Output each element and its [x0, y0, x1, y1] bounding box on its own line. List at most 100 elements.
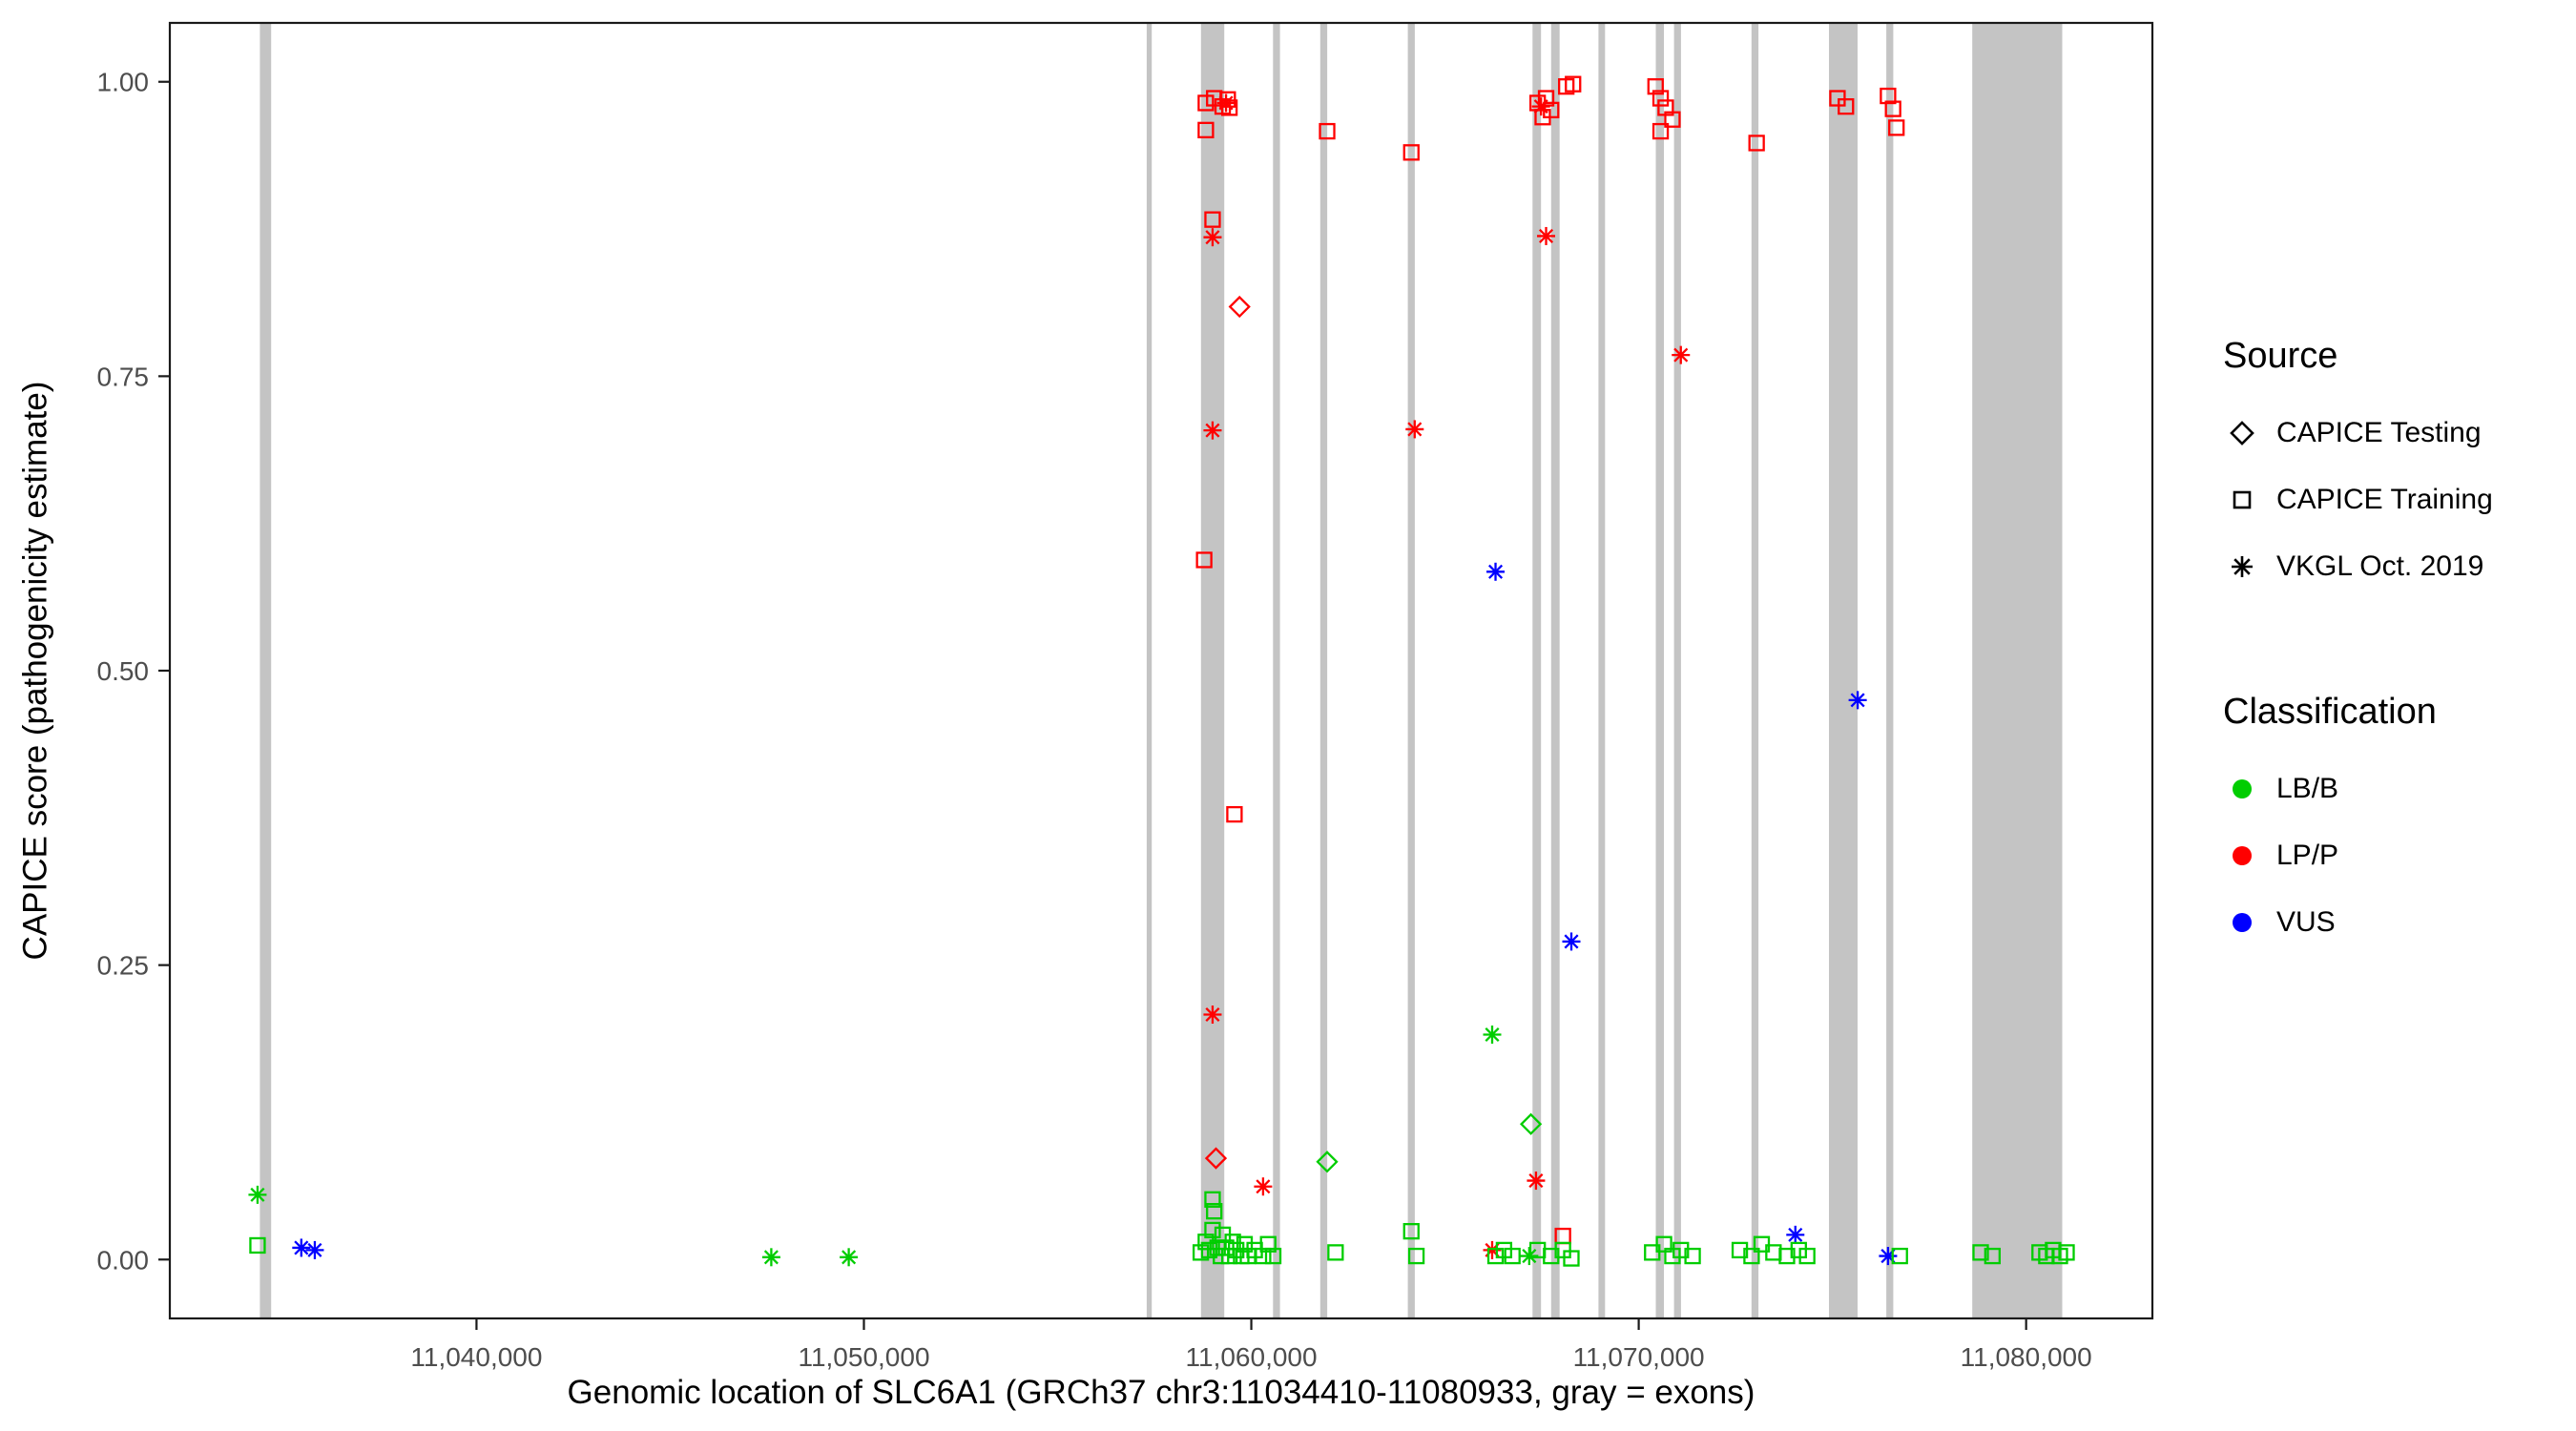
- diamond-icon: [2223, 414, 2261, 452]
- data-point-asterisk: [1786, 1225, 1805, 1244]
- legend-label-vkgl: VKGL Oct. 2019: [2276, 550, 2484, 582]
- legend-item-lbb: LB/B: [2223, 756, 2574, 822]
- data-point-asterisk: [248, 1185, 267, 1204]
- data-point-square: [1255, 1247, 1272, 1265]
- exon-bar: [1319, 23, 1328, 1318]
- data-point-square: [1236, 1235, 1254, 1253]
- data-point-square: [1672, 1241, 1690, 1259]
- vus-dot-icon: [2223, 903, 2261, 942]
- data-point-square: [1838, 98, 1855, 115]
- data-point-square: [1731, 1241, 1749, 1259]
- exon-bar: [1655, 23, 1664, 1318]
- data-point-asterisk: [840, 1248, 859, 1267]
- data-point-square: [1888, 119, 1905, 136]
- data-point-square: [1327, 1244, 1344, 1261]
- data-point-square: [1647, 78, 1664, 95]
- data-point-square: [1259, 1235, 1277, 1253]
- data-point-asterisk: [761, 1248, 780, 1267]
- data-point-asterisk: [1483, 1025, 1502, 1044]
- data-point-diamond: [1316, 1151, 1339, 1173]
- data-point-asterisk: [1520, 1247, 1539, 1266]
- data-point-square: [1790, 1241, 1807, 1259]
- data-point-asterisk: [1672, 345, 1691, 364]
- data-point-square: [1798, 1247, 1816, 1265]
- data-point-square: [249, 1236, 266, 1255]
- data-point-diamond: [1228, 295, 1251, 319]
- data-point-square: [1200, 1241, 1218, 1259]
- y-tick-label: 0.50: [97, 656, 150, 686]
- data-point-square: [1543, 1247, 1560, 1265]
- data-point-square: [1495, 1241, 1513, 1259]
- data-point-asterisk: [1527, 1172, 1546, 1191]
- data-point-square: [1407, 1247, 1425, 1265]
- x-tick-label: 11,080,000: [1961, 1342, 2092, 1372]
- data-point-asterisk: [1254, 1177, 1273, 1196]
- exon-bar: [1598, 23, 1606, 1318]
- legend-item-vus: VUS: [2223, 889, 2574, 956]
- data-point-square: [1206, 1203, 1223, 1220]
- y-tick-label: 0.25: [97, 951, 150, 981]
- data-point-square: [1228, 1241, 1245, 1259]
- exon-bar: [1751, 23, 1759, 1318]
- data-point-square: [1197, 121, 1215, 138]
- data-point-asterisk: [1203, 228, 1222, 247]
- y-tick-label: 1.00: [97, 68, 150, 97]
- data-point-square: [2058, 1244, 2075, 1261]
- exon-bar: [1146, 23, 1153, 1318]
- exon-bar: [1829, 23, 1858, 1318]
- exon-bar: [260, 23, 272, 1318]
- legend-label-vus: VUS: [2276, 906, 2336, 938]
- exon-bar: [1673, 23, 1681, 1318]
- data-point-asterisk: [292, 1238, 311, 1257]
- x-tick-label: 11,060,000: [1186, 1342, 1318, 1372]
- data-point-asterisk: [1405, 420, 1424, 439]
- data-point-square: [1264, 1247, 1282, 1265]
- x-tick-label: 11,070,000: [1573, 1342, 1705, 1372]
- x-tick-label: 11,040,000: [410, 1342, 542, 1372]
- data-point-square: [1652, 122, 1670, 140]
- legend-label-lpp: LP/P: [2276, 840, 2339, 871]
- data-point-square: [1543, 101, 1560, 119]
- data-point-square: [1204, 1221, 1221, 1239]
- y-axis-title-wrap: CAPICE score (pathogenicity estimate): [10, 23, 61, 1318]
- data-point-square: [1748, 135, 1765, 152]
- data-point-square: [1778, 1247, 1796, 1265]
- data-point-square: [1504, 1247, 1521, 1265]
- data-point-square: [1563, 1250, 1580, 1267]
- data-point-square: [1884, 100, 1901, 117]
- data-point-asterisk: [1216, 93, 1236, 113]
- data-point-square: [1204, 211, 1221, 228]
- legend-item-lpp: LP/P: [2223, 822, 2574, 889]
- data-point-square: [1684, 1247, 1701, 1265]
- legend-label-lbb: LB/B: [2276, 773, 2339, 804]
- data-point-diamond: [1204, 1147, 1228, 1170]
- data-point-square: [1984, 1247, 2001, 1265]
- legend-item-capice-testing: CAPICE Testing: [2223, 400, 2574, 467]
- data-point-square: [1565, 75, 1582, 93]
- data-point-square: [1880, 87, 1897, 105]
- data-point-asterisk: [1848, 691, 1867, 710]
- x-tick-label: 11,050,000: [798, 1342, 929, 1372]
- exon-bar: [1972, 23, 2063, 1318]
- data-point-asterisk: [1203, 1005, 1222, 1024]
- data-point-square: [1319, 122, 1336, 140]
- lbb-dot-icon: [2223, 770, 2261, 808]
- data-point-square: [1226, 805, 1243, 823]
- square-icon: [2223, 481, 2261, 519]
- data-point-asterisk: [1203, 421, 1222, 440]
- lpp-dot-icon: [2223, 837, 2261, 875]
- legend-item-capice-training: CAPICE Training: [2223, 467, 2574, 533]
- legend-label-capice-training: CAPICE Training: [2276, 484, 2493, 515]
- data-point-square: [1402, 144, 1420, 161]
- data-point-square: [1204, 1191, 1221, 1208]
- data-point-square: [1972, 1244, 1989, 1261]
- data-point-asterisk: [1537, 226, 1556, 245]
- data-point-square: [1664, 111, 1681, 128]
- y-tick-label: 0.00: [97, 1245, 150, 1275]
- legend: Source CAPICE Testing CAPICE Training: [2223, 336, 2574, 956]
- data-point-square: [1655, 1235, 1672, 1253]
- exon-bar: [1273, 23, 1280, 1318]
- asterisk-icon: [2223, 548, 2261, 586]
